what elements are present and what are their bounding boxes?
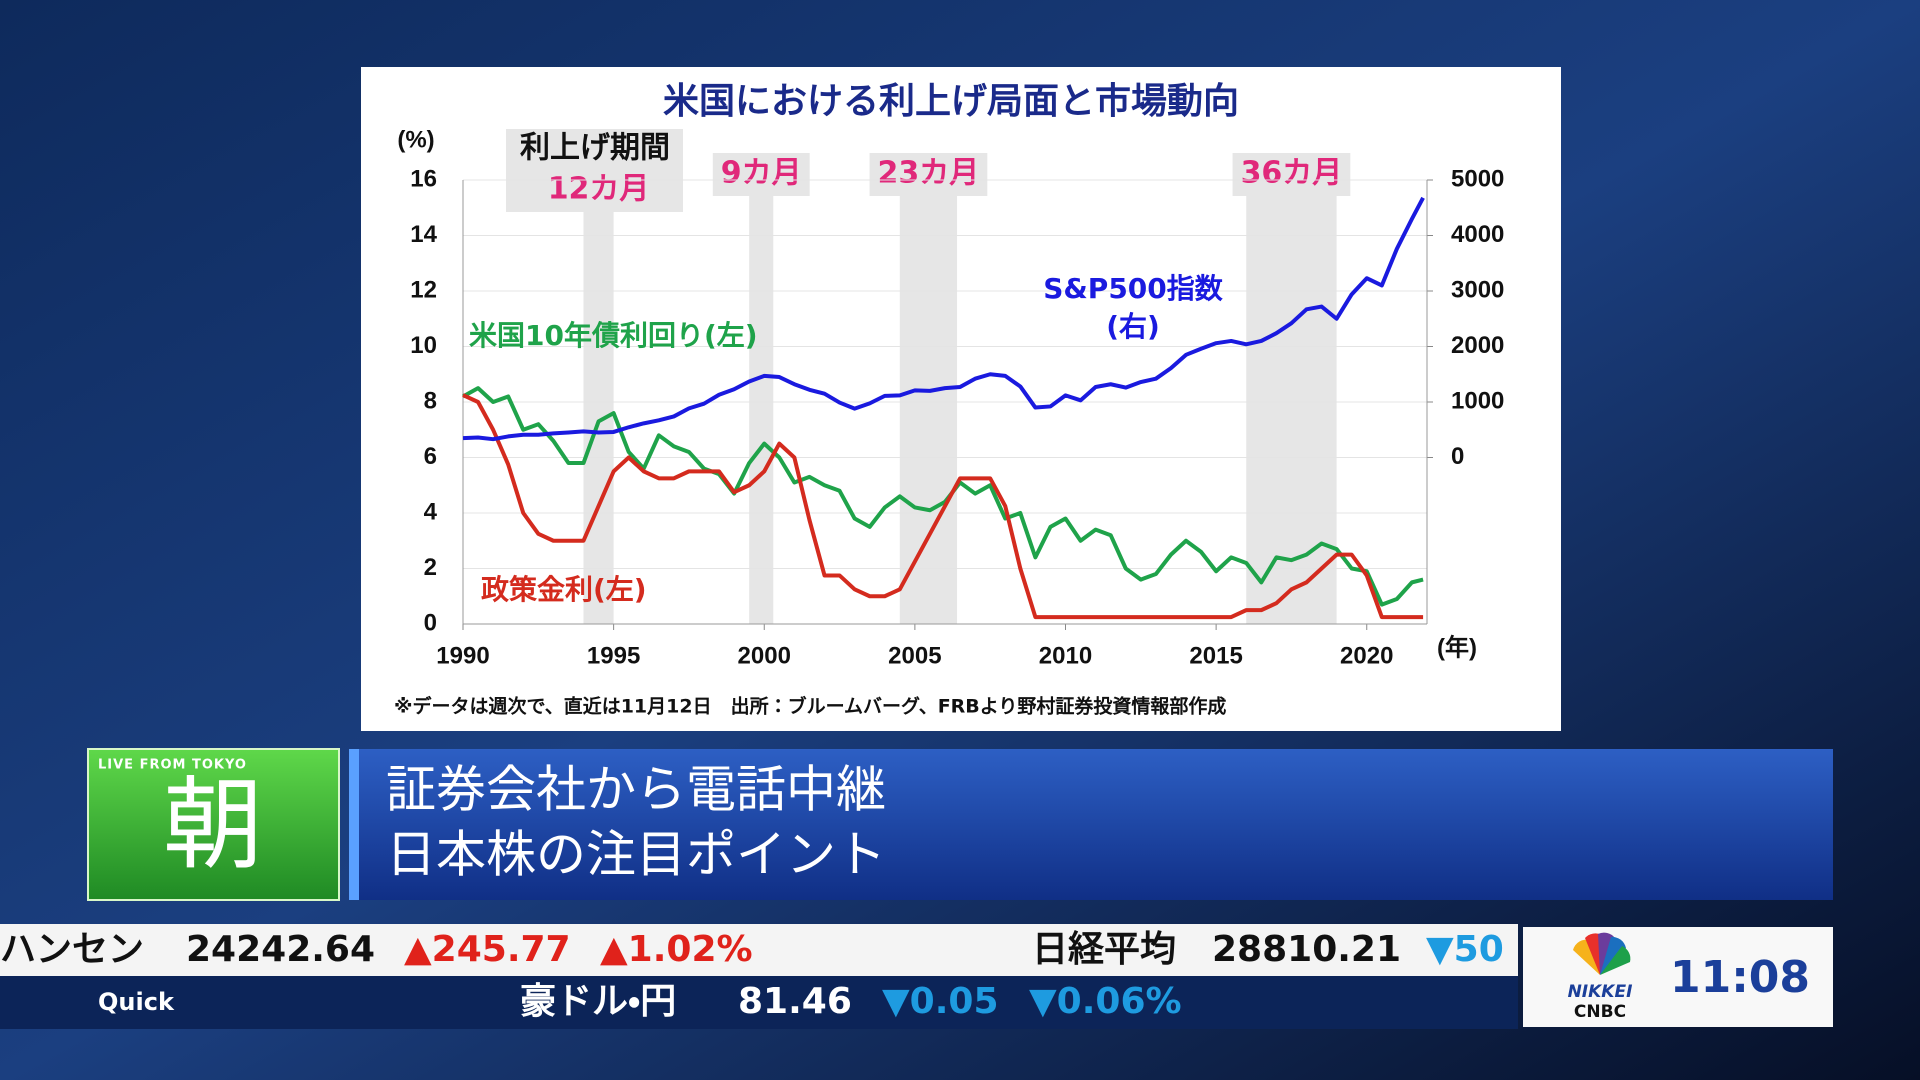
y2-tick-label: 4000 bbox=[1451, 221, 1504, 248]
y-tick-label: 12 bbox=[410, 276, 437, 303]
ticker-change: ▲245.77 bbox=[404, 929, 571, 970]
y-tick-label: 8 bbox=[424, 387, 437, 414]
series-label: 政策金利(左) bbox=[481, 573, 647, 606]
ticker-value: 81.46 bbox=[738, 981, 852, 1022]
x-tick-label: 1995 bbox=[587, 642, 640, 669]
ticker-change: ▼50 bbox=[1426, 929, 1504, 970]
x-tick-label: 2020 bbox=[1340, 642, 1393, 669]
y2-tick-label: 5000 bbox=[1451, 165, 1504, 192]
y-tick-label: 16 bbox=[410, 165, 437, 192]
ticker-row bbox=[0, 924, 1518, 976]
y-tick-label: 0 bbox=[424, 609, 437, 636]
program-title: 朝 bbox=[163, 766, 263, 883]
ticker-source: Quick bbox=[98, 988, 175, 1016]
series-label: (右) bbox=[1106, 310, 1160, 343]
ticker-change: ▼0.05 bbox=[882, 981, 999, 1022]
y-tick-label: 10 bbox=[410, 332, 437, 359]
x-tick-label: 2000 bbox=[738, 642, 791, 669]
y2-tick-label: 2000 bbox=[1451, 332, 1504, 359]
headline: 証券会社から電話中継 bbox=[386, 761, 886, 819]
headline-box bbox=[349, 749, 1833, 900]
x-tick-label: 2005 bbox=[888, 642, 941, 669]
program-badge bbox=[87, 748, 340, 901]
hike-label: 36カ月 bbox=[1241, 156, 1343, 191]
hike-label-box bbox=[712, 153, 810, 196]
x-tick-label: 2010 bbox=[1039, 642, 1092, 669]
ticker-name: 豪ドル・円 bbox=[520, 981, 676, 1022]
y2-tick-label: 3000 bbox=[1451, 276, 1504, 303]
y2-tick-label: 0 bbox=[1451, 443, 1464, 470]
y-tick-label: 6 bbox=[424, 443, 437, 470]
x-tick-label: 2015 bbox=[1189, 642, 1242, 669]
ticker-value: 24242.64 bbox=[186, 929, 375, 970]
x-axis-label: (年) bbox=[1437, 633, 1477, 661]
y-axis-label: (%) bbox=[397, 126, 434, 153]
hike-label: 23カ月 bbox=[878, 156, 980, 191]
hike-label-box bbox=[1232, 153, 1351, 196]
series-line bbox=[462, 393, 1424, 620]
logo-text: CNBC bbox=[1574, 1002, 1626, 1022]
y2-tick-label: 1000 bbox=[1451, 387, 1504, 414]
hike-header: 利上げ期間 bbox=[520, 131, 670, 166]
y-tick-label: 2 bbox=[424, 554, 437, 581]
ticker-row bbox=[0, 976, 1518, 1029]
headline: 日本株の注目ポイント bbox=[386, 826, 886, 884]
hike-label-box bbox=[869, 153, 988, 196]
peacock bbox=[1573, 932, 1631, 975]
ticker-name: 日経平均 bbox=[1032, 929, 1176, 970]
ticker-change: ▲1.02% bbox=[600, 929, 753, 970]
y-tick-label: 4 bbox=[424, 498, 438, 525]
x-tick-label: 1990 bbox=[436, 642, 489, 669]
series-label: S&P500指数 bbox=[1043, 272, 1224, 305]
footnote: ※データは週次で、直近は11月12日 出所：ブルームバーグ、FRBより野村証券投… bbox=[394, 695, 1226, 718]
hike-label: 9カ月 bbox=[721, 156, 802, 191]
chart-title: 米国における利上げ局面と市場動向 bbox=[663, 81, 1239, 122]
logo-text: NIKKEI bbox=[1568, 982, 1633, 1002]
hike-label: 12カ月 bbox=[548, 172, 650, 207]
ticker-change: ▼0.06% bbox=[1029, 981, 1182, 1022]
hike-label-box bbox=[506, 129, 683, 212]
clock: 11:08 bbox=[1670, 952, 1810, 1003]
ticker-value: 28810.21 bbox=[1212, 929, 1401, 970]
logo-box bbox=[1523, 927, 1833, 1027]
badge-text: LIVE FROM TOKYO bbox=[98, 758, 247, 773]
headline-accent bbox=[349, 749, 359, 900]
plot: 利上げ期間 12カ月 9カ月 23カ月 36カ月 0 2 4 6 8 10 12 14 16 0 1000 20… bbox=[410, 129, 1504, 669]
y-tick-label: 14 bbox=[410, 221, 437, 248]
series-label: 米国10年債利回り(左) bbox=[469, 319, 758, 352]
series-line bbox=[462, 196, 1425, 442]
ticker-name: ハンセン bbox=[0, 929, 144, 970]
